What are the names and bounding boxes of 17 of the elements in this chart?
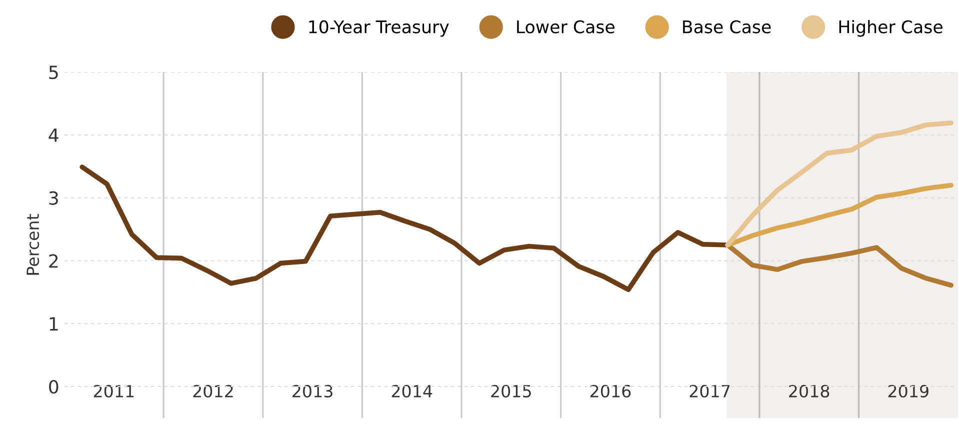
- legend-label: Lower Case: [517, 20, 614, 34]
- line-series: [725, 242, 954, 288]
- y-axis-title: Percent: [26, 214, 40, 275]
- legend-label: Higher Case: [839, 20, 942, 37]
- line-series: [725, 120, 954, 248]
- y-tick-label: 2: [49, 254, 58, 268]
- legend-label: 10-Year Treasury: [309, 20, 449, 37]
- x-tick-label: 2015: [491, 384, 531, 398]
- y-tick-label: 1: [50, 317, 58, 330]
- x-tick-label: 2014: [392, 384, 432, 398]
- legend-label: Base Case: [683, 20, 771, 34]
- y-tick-label: 0: [49, 380, 58, 394]
- y-tick-label: 3: [49, 191, 58, 205]
- x-tick-label: 2018: [789, 384, 830, 398]
- x-tick-label: 2016: [590, 384, 631, 398]
- y-tick-label: 5: [49, 66, 58, 80]
- y-tick-label: 4: [48, 128, 58, 142]
